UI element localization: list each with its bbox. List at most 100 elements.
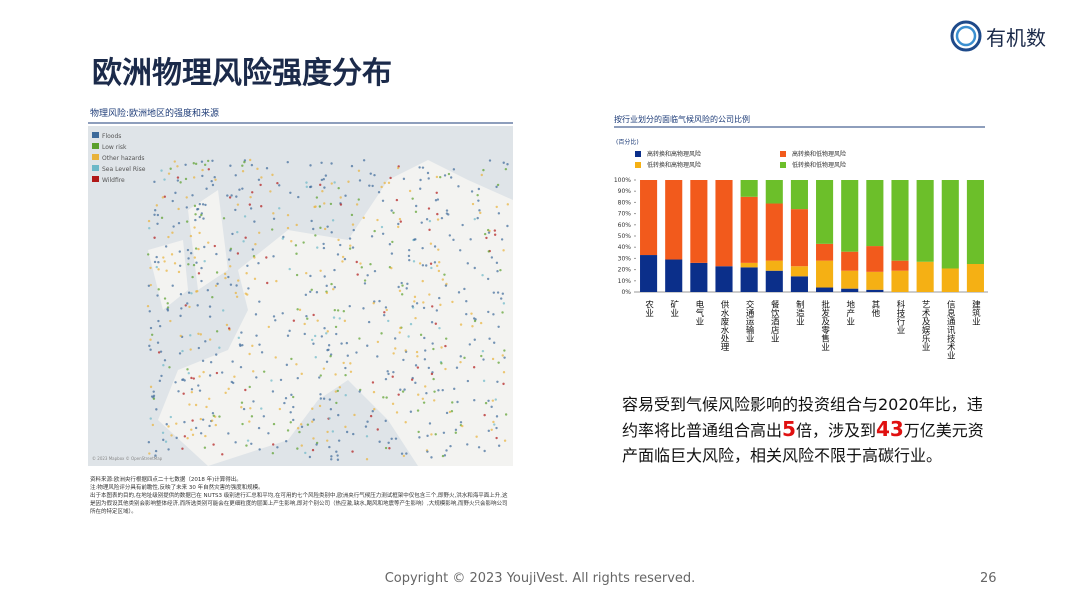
chart: 按行业划分的面临气候风险的公司比例 (百分比) 高转换和高物理风险低转换和高物理风险… — [614, 114, 988, 360]
legend-label: 低转换和低物理风险 — [792, 161, 846, 169]
bar-segment — [816, 287, 834, 292]
legend-label: Wildfire — [102, 177, 125, 184]
y-tick-label: 60% — [618, 222, 632, 229]
x-tick-label: 艺术及娱乐业 — [920, 300, 930, 351]
bar-segment — [891, 260, 909, 271]
bar-segment — [966, 264, 984, 292]
legend-swatch — [92, 176, 99, 182]
legend-swatch — [780, 151, 786, 157]
map-title: 物理风险:欧洲地区的强度和来源 — [90, 109, 220, 119]
bar-segment — [866, 180, 884, 247]
note-line: 出于本图表的目的,在地址级别提供的数据已在 NUTS3 级别进行汇总和平均,在可… — [90, 493, 508, 515]
legend-label: Sea Level Rise — [102, 166, 146, 173]
bar-segment — [841, 288, 859, 292]
x-tick-label: 电气业 — [694, 299, 704, 325]
x-tick-label: 制造业 — [794, 299, 804, 325]
bar-segment — [740, 262, 758, 268]
map: Floods Low risk Other hazards Sea Level Ris… — [88, 122, 513, 466]
bar-segment — [765, 260, 783, 271]
bar-segment — [665, 259, 683, 292]
bar-segment — [665, 180, 683, 260]
bar-segment — [715, 180, 733, 267]
logo-icon — [950, 20, 982, 52]
body-segment: 倍，涉及到 — [795, 421, 876, 440]
legend-label: Low risk — [102, 144, 127, 151]
bar-segment — [816, 260, 834, 288]
bar-segment — [640, 180, 658, 256]
y-tick-label: 50% — [618, 233, 632, 240]
highlight-number: 5 — [782, 417, 796, 441]
bar-segment — [866, 289, 884, 292]
bar-segment — [866, 246, 884, 272]
x-tick-label: 矿业 — [669, 299, 679, 317]
y-tick-label: 10% — [618, 278, 632, 285]
note-line: 注:物理风险评分具有前瞻性,反映了未来 30 年自然灾害的强度和规模。 — [90, 485, 264, 491]
y-tick-label: 0% — [621, 289, 631, 296]
bar-segment — [765, 180, 783, 204]
legend-label: Floods — [102, 133, 121, 140]
bar-segment — [891, 270, 909, 292]
y-tick-label: 80% — [618, 199, 632, 206]
bar-segment — [715, 266, 733, 292]
bar-segment — [816, 243, 834, 261]
y-tick-label: 20% — [618, 267, 632, 274]
bar-segment — [891, 180, 909, 261]
legend-swatch — [780, 162, 786, 168]
bar-segment — [866, 271, 884, 290]
bar-segment — [690, 262, 708, 292]
legend-swatch — [92, 165, 99, 171]
bar-segment — [941, 180, 959, 269]
y-tick-label: 30% — [618, 255, 632, 262]
bar-segment — [790, 266, 808, 277]
x-tick-label: 地产业 — [845, 299, 855, 325]
x-tick-label: 建筑业 — [970, 299, 980, 325]
legend-swatch — [635, 151, 641, 157]
bar-segment — [740, 196, 758, 263]
bar-segment — [740, 267, 758, 292]
map-notes: 资料来源:欧洲央行根据四点二十七数据（2018 年)计算得出。注:物理风险评分具… — [90, 476, 510, 516]
bar-segment — [841, 180, 859, 252]
slide-title: 欧洲物理风险强度分布 — [92, 56, 392, 91]
bar-segment — [790, 276, 808, 292]
y-tick-label: 70% — [618, 211, 632, 218]
y-tick-label: 100% — [614, 177, 631, 184]
body-segment: 容易受到气候风险影响的投资组合与2020年比，违约率将比普通组合高出 — [622, 395, 983, 440]
map-attribution: © 2023 Mapbox © OpenStreetMap — [92, 456, 163, 461]
y-tick-label: 40% — [618, 244, 632, 251]
x-tick-label: 供水废水处理 — [719, 299, 729, 351]
bar-segment — [941, 268, 959, 292]
x-tick-label: 农业 — [644, 299, 654, 317]
x-tick-label: 其他 — [870, 300, 880, 318]
legend-swatch — [92, 154, 99, 160]
x-tick-label: 批发及零售业 — [820, 299, 830, 351]
body-segment: 万亿美元资产面临巨大风险，相关风险不限于高碳行业。 — [622, 421, 984, 465]
legend-swatch — [635, 162, 641, 168]
bar-segment — [841, 251, 859, 271]
bar-segment — [690, 180, 708, 263]
legend-swatch — [92, 132, 99, 138]
legend-label: 高转换和高物理风险 — [647, 150, 701, 158]
copyright: Copyright © 2023 YoujiVest. All rights r… — [384, 571, 696, 586]
bar-segment — [816, 180, 834, 244]
legend-label: 高转换和低物理风险 — [792, 150, 846, 158]
body-text: 容易受到气候风险影响的投资组合与2020年比，违约率将比普通组合高出5倍，涉及到… — [622, 392, 992, 468]
bar-segment — [765, 270, 783, 292]
bar-segment — [790, 180, 808, 210]
legend-label: Other hazards — [102, 155, 145, 162]
highlight-number: 43 — [875, 417, 904, 441]
bar-segment — [640, 255, 658, 292]
page-number: 26 — [980, 571, 997, 586]
chart-title: 按行业划分的面临气候风险的公司比例 — [614, 114, 750, 124]
bar-segment — [916, 261, 934, 292]
x-tick-label: 科技行业 — [895, 299, 905, 334]
bar-segment — [790, 209, 808, 267]
legend-swatch — [92, 143, 99, 149]
note-line: 资料来源:欧洲央行根据四点二十七数据（2018 年)计算得出。 — [90, 477, 242, 483]
bar-segment — [966, 180, 984, 264]
x-tick-label: 餐饮酒店业 — [769, 300, 779, 343]
x-tick-label: 信息通讯技术业 — [945, 299, 955, 359]
bar-segment — [740, 180, 758, 197]
x-tick-label: 交通运输业 — [744, 299, 754, 342]
bar-segment — [916, 180, 934, 262]
